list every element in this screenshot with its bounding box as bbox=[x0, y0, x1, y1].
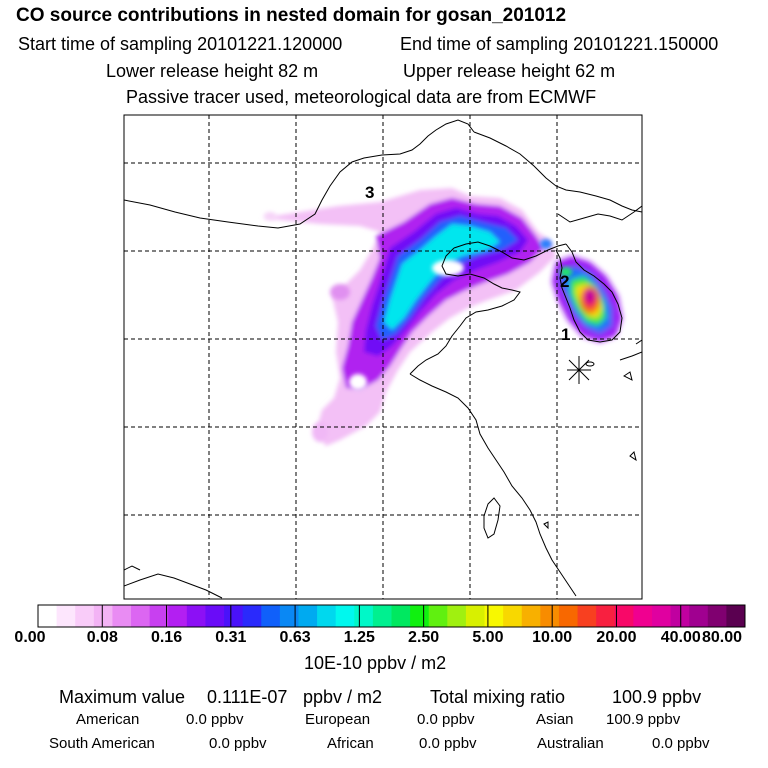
star-marker-icon bbox=[567, 356, 591, 384]
colorbar-swatch bbox=[614, 605, 634, 627]
plume-blob bbox=[312, 422, 328, 442]
map-frame bbox=[123, 114, 643, 600]
colorbar-tick-label: 10.00 bbox=[532, 629, 573, 646]
colorbar-swatch bbox=[651, 605, 672, 627]
max-value: 0.111E-07 bbox=[207, 687, 288, 707]
colorbar-swatch bbox=[521, 605, 541, 627]
colorbar-tick-label: 0.00 bbox=[14, 629, 46, 646]
lower-release-height-label: Lower release height 82 m bbox=[106, 61, 319, 81]
tracer-note: Passive tracer used, meteorological data… bbox=[126, 87, 597, 107]
colorbar-tick-label: 0.63 bbox=[279, 629, 311, 646]
plume-blob bbox=[540, 239, 552, 249]
start-time-label: Start time of sampling 20101221.120000 bbox=[18, 34, 343, 54]
colorbar-swatch bbox=[131, 605, 151, 627]
site-label-2: 2 bbox=[560, 272, 569, 291]
colorbar-swatch bbox=[447, 605, 467, 627]
graticule bbox=[124, 115, 642, 599]
colorbar-swatch bbox=[93, 605, 113, 627]
total-mixing-ratio-label: Total mixing ratio bbox=[430, 687, 566, 707]
colorbar-swatch bbox=[726, 605, 746, 627]
region-value-european: 0.0 ppbv bbox=[417, 711, 475, 728]
max-value-label: Maximum value bbox=[59, 687, 186, 707]
plume-field bbox=[262, 188, 622, 446]
colorbar-swatch bbox=[689, 605, 709, 627]
colorbar-swatch bbox=[56, 605, 76, 627]
colorbar-swatch bbox=[577, 605, 597, 627]
colorbar-tick-label: 0.08 bbox=[86, 629, 118, 646]
hotspot-magenta bbox=[585, 289, 595, 303]
plot-title: CO source contributions in nested domain… bbox=[16, 5, 567, 26]
colorbar-swatch bbox=[596, 605, 616, 627]
colorbar-swatch bbox=[298, 605, 318, 627]
upper-release-height-label: Upper release height 62 m bbox=[403, 61, 616, 81]
region-label-south-american: South American bbox=[49, 735, 155, 752]
colorbar-tick-label: 80.00 bbox=[701, 629, 743, 646]
colorbar-tick-label: 1.25 bbox=[343, 629, 375, 646]
colorbar-tick-label: 40.00 bbox=[660, 629, 701, 646]
region-label-asian: Asian bbox=[536, 711, 574, 728]
colorbar-frame bbox=[37, 604, 746, 628]
end-time-label: End time of sampling 20101221.150000 bbox=[400, 34, 719, 54]
region-value-african: 0.0 ppbv bbox=[419, 735, 477, 752]
colorbar bbox=[37, 604, 746, 628]
plume-blob bbox=[264, 212, 276, 220]
colorbar-swatch bbox=[224, 605, 244, 627]
colorbar-swatch bbox=[335, 605, 355, 627]
colorbar-tick-label: 2.50 bbox=[408, 629, 440, 646]
colorbar-swatch bbox=[503, 605, 523, 627]
colorbar-tick-label: 20.00 bbox=[596, 629, 637, 646]
colorbar-swatch bbox=[205, 605, 225, 627]
colorbar-swatch bbox=[707, 605, 727, 627]
region-label-american: American bbox=[76, 711, 140, 728]
plume-hole bbox=[432, 260, 464, 276]
region-value-australian: 0.0 ppbv bbox=[652, 735, 710, 752]
colorbar-swatch bbox=[279, 605, 299, 627]
coastlines bbox=[124, 119, 642, 599]
hotspot-green-patch bbox=[560, 267, 572, 277]
max-value-unit: ppbv / m2 bbox=[303, 687, 383, 707]
colorbar-swatch bbox=[242, 605, 262, 627]
colorbar-swatch bbox=[633, 605, 653, 627]
region-value-american: 0.0 ppbv bbox=[186, 711, 244, 728]
colorbar-swatch bbox=[670, 605, 690, 627]
region-value-south-american: 0.0 ppbv bbox=[209, 735, 267, 752]
colorbar-swatch bbox=[465, 605, 486, 627]
site-label-1: 1 bbox=[561, 325, 570, 344]
colorbar-swatch bbox=[317, 605, 337, 627]
site-label-3: 3 bbox=[365, 183, 374, 202]
region-label-european: European bbox=[305, 711, 371, 728]
colorbar-swatch bbox=[186, 605, 206, 627]
colorbar-swatch bbox=[540, 605, 560, 627]
colorbar-swatch bbox=[112, 605, 132, 627]
colorbar-swatch bbox=[261, 605, 281, 627]
region-label-australian: Australian bbox=[537, 735, 604, 752]
colorbar-swatch bbox=[354, 605, 374, 627]
colorbar-tick-label: 5.00 bbox=[472, 629, 504, 646]
colorbar-swatch bbox=[75, 605, 95, 627]
colorbar-units: 10E-10 ppbv / m2 bbox=[304, 653, 447, 673]
plume-hole bbox=[349, 374, 367, 390]
colorbar-tick-label: 0.16 bbox=[150, 629, 183, 646]
total-mixing-ratio-value: 100.9 ppbv bbox=[612, 687, 702, 707]
colorbar-swatch bbox=[38, 605, 58, 627]
colorbar-swatch bbox=[391, 605, 411, 627]
colorbar-swatch bbox=[168, 605, 188, 627]
colorbar-swatch bbox=[558, 605, 579, 627]
colorbar-tick-label: 0.31 bbox=[215, 629, 247, 646]
colorbar-swatch bbox=[428, 605, 448, 627]
colorbar-swatch bbox=[410, 605, 430, 627]
colorbar-swatch bbox=[484, 605, 504, 627]
plume-blob bbox=[330, 284, 350, 300]
region-value-asian: 100.9 ppbv bbox=[606, 711, 681, 728]
colorbar-swatch bbox=[372, 605, 392, 627]
colorbar-swatch bbox=[149, 605, 169, 627]
region-label-african: African bbox=[327, 735, 374, 752]
